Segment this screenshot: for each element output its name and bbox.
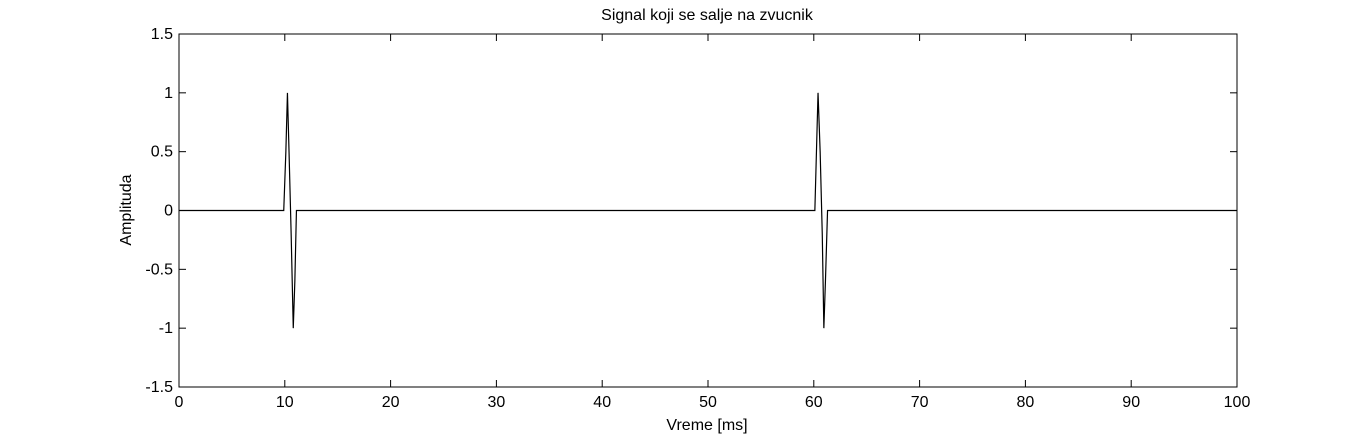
y-axis-label: Amplituda <box>118 174 135 245</box>
y-tick-label: 1 <box>164 85 173 102</box>
y-tick-label: 0.5 <box>151 144 173 161</box>
x-tick-label: 50 <box>699 394 717 411</box>
x-tick-label: 90 <box>1122 394 1140 411</box>
y-tick-label: -0.5 <box>145 261 173 278</box>
x-tick-label: 10 <box>276 394 294 411</box>
x-tick-label: 100 <box>1224 394 1251 411</box>
y-axis: 1.5 1 0.5 0 -0.5 -1 -1.5 <box>145 26 1237 396</box>
x-axis: 0 10 20 30 40 50 60 70 80 90 100 <box>175 34 1251 411</box>
x-tick-label: 70 <box>911 394 929 411</box>
x-axis-label: Vreme [ms] <box>666 417 747 434</box>
x-tick-label: 20 <box>382 394 400 411</box>
y-tick-label: 1.5 <box>151 26 173 43</box>
x-tick-label: 80 <box>1017 394 1035 411</box>
y-tick-label: 0 <box>164 203 173 220</box>
series-line <box>179 92 1237 329</box>
x-tick-label: 60 <box>805 394 823 411</box>
x-tick-label: 40 <box>593 394 611 411</box>
y-tick-label: -1 <box>159 320 173 337</box>
x-tick-label: 0 <box>175 394 184 411</box>
chart-title: Signal koji se salje na zvucnik <box>601 7 814 24</box>
y-tick-label: -1.5 <box>145 379 173 396</box>
x-tick-label: 30 <box>488 394 506 411</box>
